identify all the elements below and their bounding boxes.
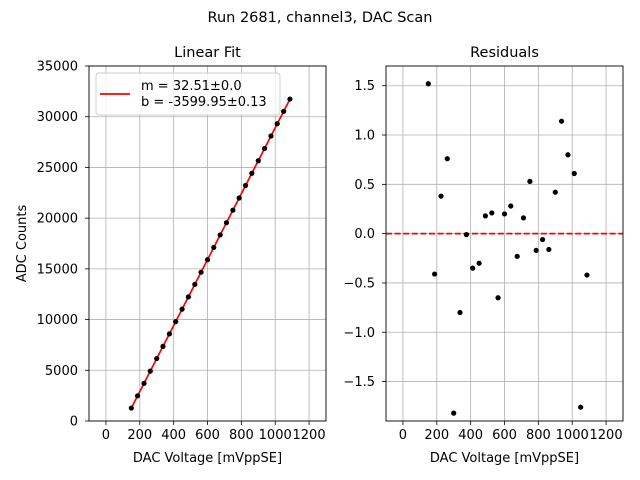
y-tick-label: 0.0 <box>354 227 375 242</box>
x-tick-label: 200 <box>424 428 449 443</box>
residuals-title: Residuals <box>470 45 539 61</box>
residuals-xlabel: DAC Voltage [mVppSE] <box>430 451 579 466</box>
x-tick-label: 600 <box>492 428 517 443</box>
data-point <box>160 343 166 349</box>
linear-fit-legend: m = 32.51±0.0 b = -3599.95±0.13 <box>95 72 281 116</box>
linear-fit-ticks: 0 200 400 600 800 1000 1200 0 5000 10000 15000 2000… <box>37 60 326 444</box>
residuals-points <box>425 81 590 416</box>
x-tick-label: 800 <box>526 428 551 443</box>
data-point <box>166 331 173 337</box>
y-tick-label: 15000 <box>37 262 78 277</box>
data-point <box>198 269 204 275</box>
linear-fit-ylabel: ADC Counts <box>15 205 30 283</box>
data-point <box>438 193 444 199</box>
data-point <box>185 294 191 300</box>
x-tick-label: 1200 <box>293 428 326 443</box>
data-point <box>287 96 293 102</box>
legend-box <box>95 72 281 116</box>
data-point <box>242 182 249 189</box>
data-point <box>223 220 230 226</box>
y-tick-label: 0 <box>70 415 78 430</box>
x-tick-label: 0 <box>399 428 407 443</box>
data-point <box>192 281 198 287</box>
data-point <box>204 257 211 263</box>
data-point <box>482 213 488 219</box>
x-tick-label: 200 <box>127 428 152 443</box>
data-point <box>451 410 457 416</box>
data-point <box>425 81 431 87</box>
data-point <box>236 195 242 201</box>
data-point <box>463 232 470 238</box>
data-point <box>154 355 160 362</box>
x-tick-label: 1000 <box>556 428 589 443</box>
data-point <box>173 319 179 325</box>
residuals-ticks: 0 200 400 600 800 1000 1200 −1.5 −1.0 −0.5 0.0 0.5 1… <box>343 79 622 443</box>
y-tick-label: 20000 <box>37 212 78 227</box>
linear-fit-panel: Linear Fit 0 200 400 600 800 1000 1200 0 5000 100… <box>15 45 327 466</box>
data-point <box>211 244 217 251</box>
x-tick-label: 1000 <box>259 428 292 443</box>
linear-fit-points <box>128 96 293 411</box>
data-point <box>489 210 495 216</box>
data-point <box>141 380 147 386</box>
data-point <box>230 207 236 213</box>
y-tick-label: 25000 <box>37 161 78 176</box>
linear-fit-title: Linear Fit <box>174 45 241 61</box>
y-tick-label: 0.5 <box>354 178 375 193</box>
data-point <box>546 246 552 253</box>
residuals-panel: Residuals 0 200 400 600 800 1000 1200 −1.5 −1.0 −… <box>343 45 624 466</box>
data-point <box>255 158 261 164</box>
data-point <box>457 309 463 316</box>
data-point <box>584 272 590 278</box>
x-tick-label: 1200 <box>590 428 623 443</box>
data-point <box>578 404 584 410</box>
y-tick-label: 1.0 <box>354 129 375 144</box>
y-tick-label: 5000 <box>45 364 78 379</box>
data-point <box>552 189 558 195</box>
data-point <box>217 232 223 238</box>
data-point <box>444 156 450 162</box>
data-point <box>134 393 141 399</box>
x-tick-label: 400 <box>458 428 483 443</box>
data-point <box>261 145 268 152</box>
data-point <box>495 295 501 301</box>
data-point <box>571 170 577 177</box>
y-tick-label: 10000 <box>37 313 78 328</box>
data-point <box>431 271 438 277</box>
data-point <box>539 236 546 243</box>
data-point <box>558 118 565 124</box>
x-tick-label: 0 <box>102 428 110 443</box>
legend-label-slope: m = 32.51±0.0 <box>141 79 242 94</box>
data-point <box>565 152 571 158</box>
y-tick-label: −1.0 <box>343 326 375 341</box>
data-point <box>501 211 508 217</box>
y-tick-label: 30000 <box>37 110 78 125</box>
data-point <box>268 133 274 139</box>
data-point <box>281 108 287 114</box>
data-point <box>514 253 520 259</box>
y-tick-label: 1.5 <box>354 79 375 94</box>
data-point <box>520 215 527 221</box>
residuals-grid <box>386 66 623 421</box>
data-point <box>533 247 539 254</box>
linear-fit-xlabel: DAC Voltage [mVppSE] <box>133 451 282 466</box>
y-tick-label: −0.5 <box>343 276 375 291</box>
data-point <box>147 368 153 374</box>
data-point <box>508 203 514 209</box>
x-tick-label: 600 <box>195 428 220 443</box>
data-point <box>470 265 476 271</box>
y-tick-label: −1.5 <box>343 375 375 390</box>
data-point <box>249 170 255 176</box>
x-tick-label: 400 <box>161 428 186 443</box>
legend-label-intercept: b = -3599.95±0.13 <box>141 95 267 110</box>
data-point <box>527 178 533 184</box>
data-point <box>128 405 134 411</box>
x-tick-label: 800 <box>229 428 254 443</box>
data-point <box>274 121 280 127</box>
data-point <box>179 306 185 312</box>
y-tick-label: 35000 <box>37 60 78 75</box>
data-point <box>476 260 482 266</box>
figure-suptitle: Run 2681, channel3, DAC Scan <box>208 10 433 26</box>
